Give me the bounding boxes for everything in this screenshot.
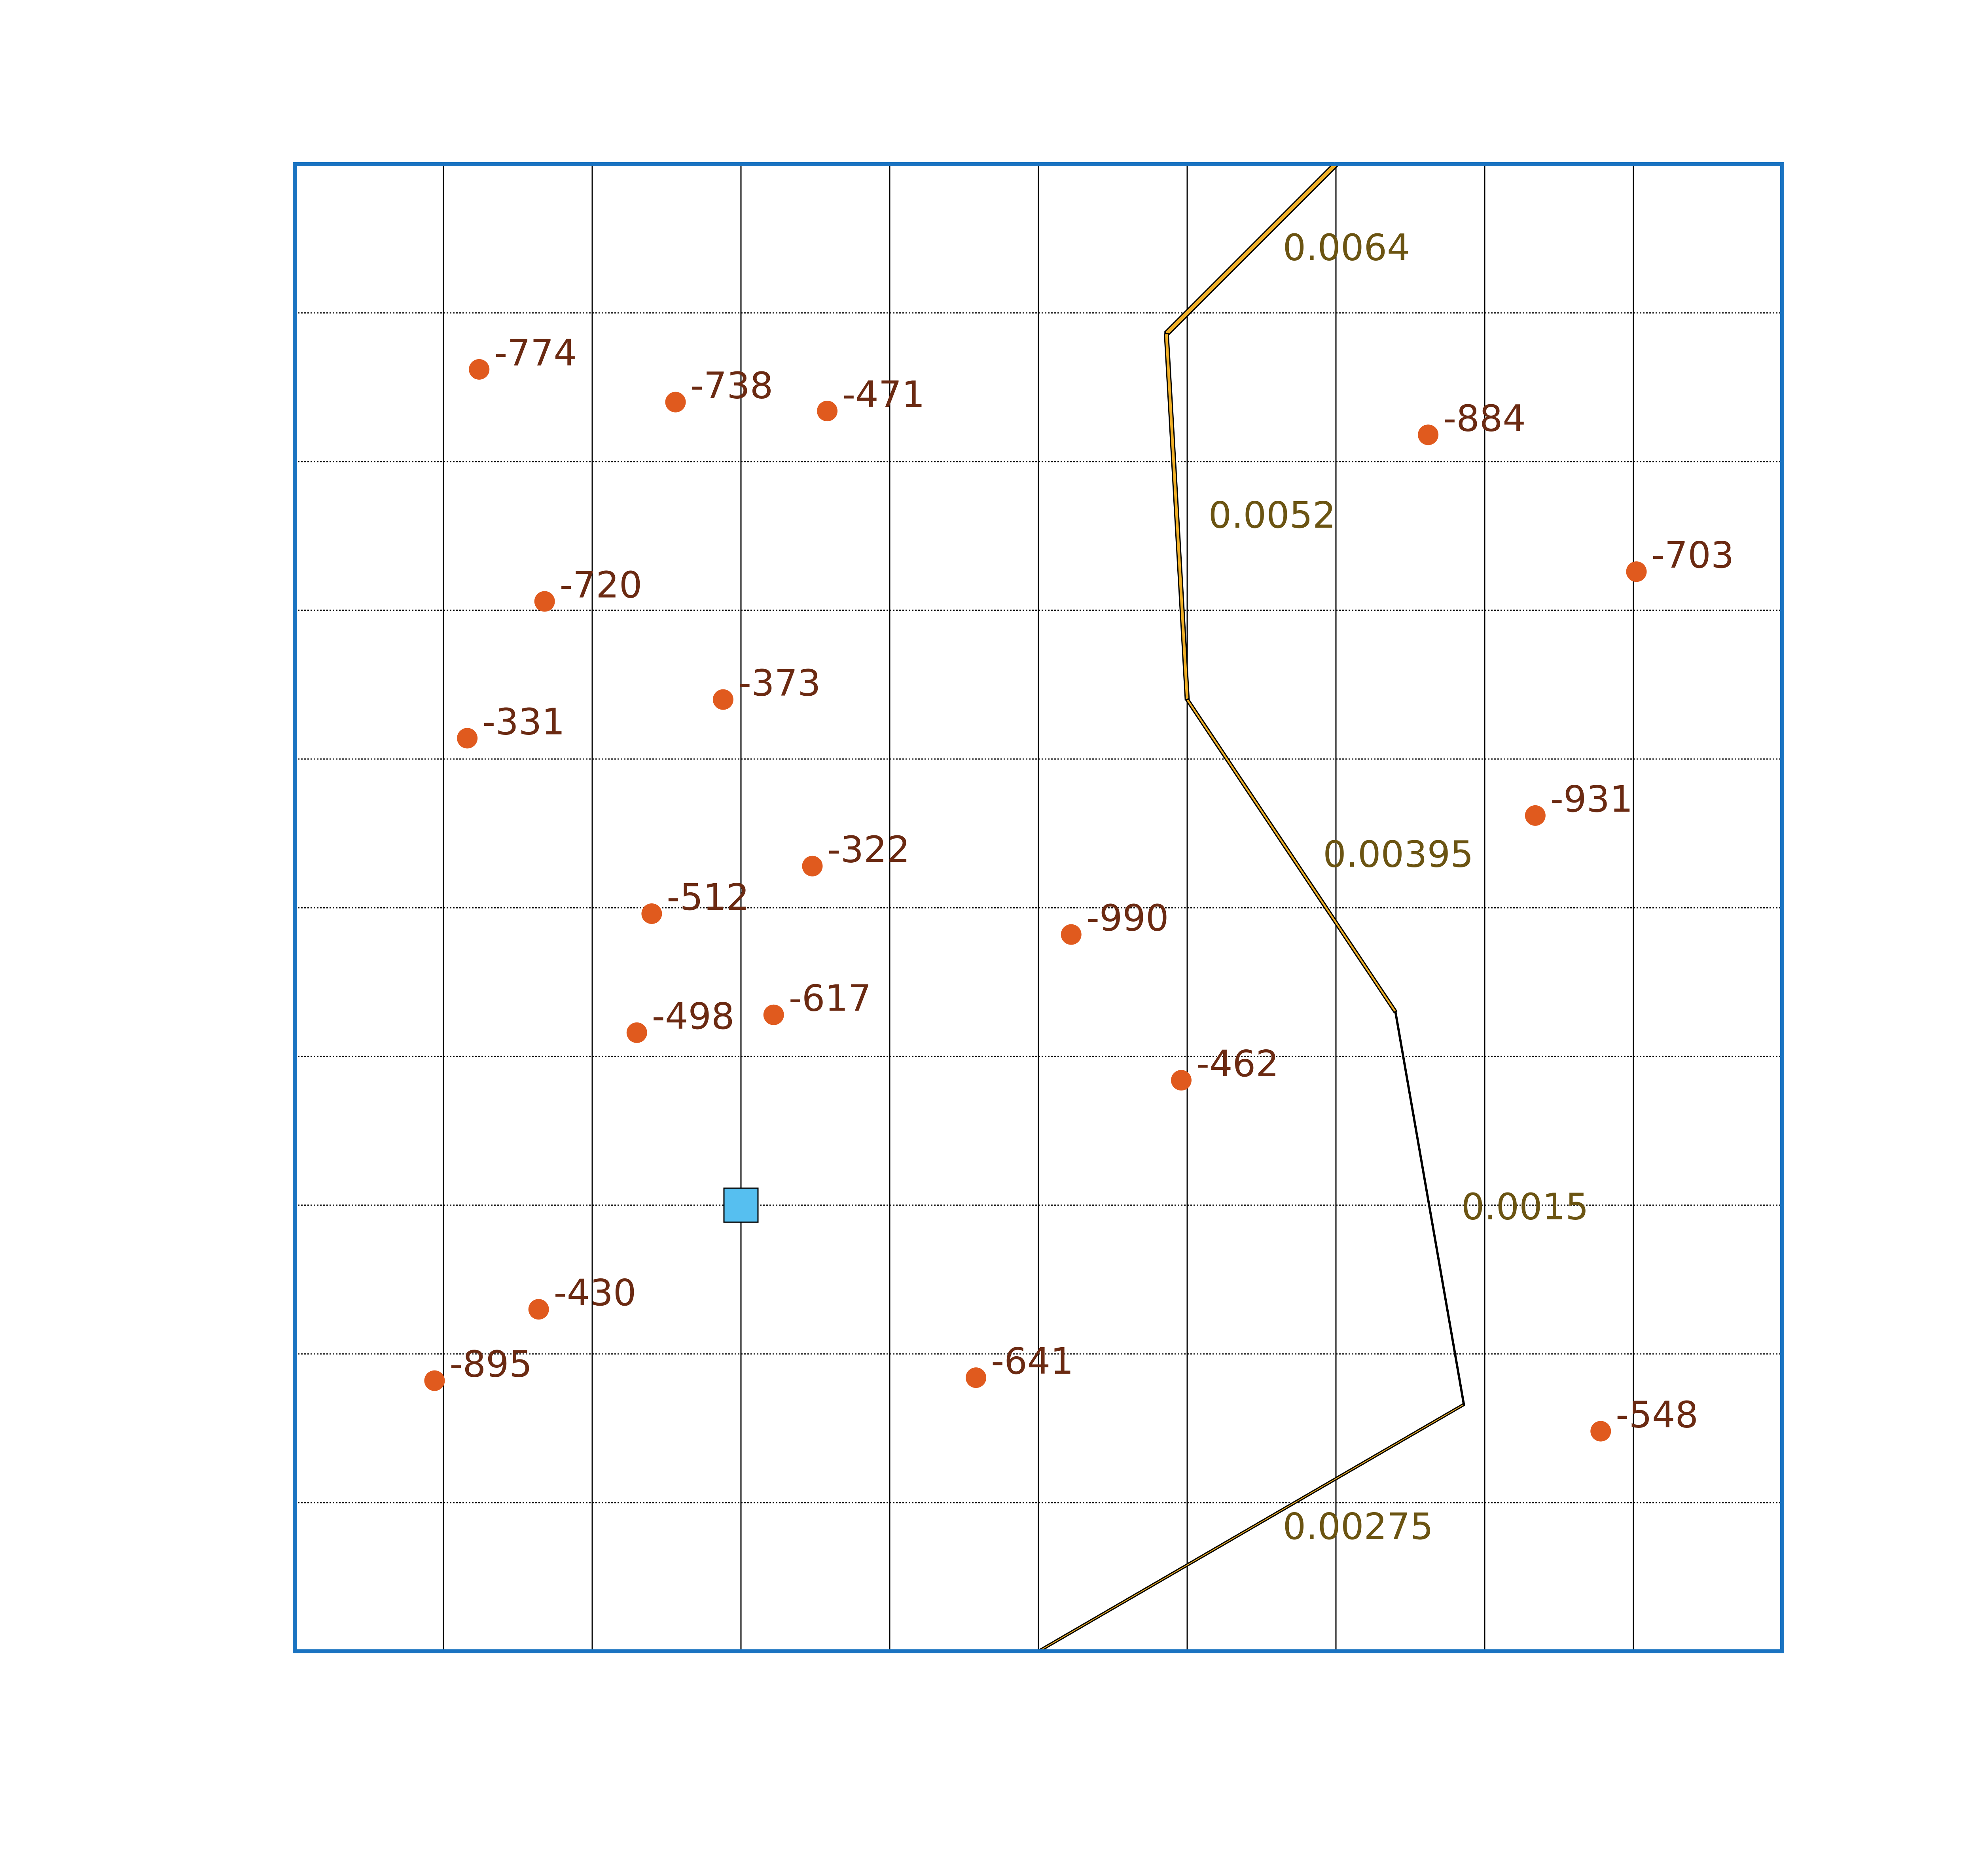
data-point-label: -990 [1086, 897, 1169, 939]
data-point-label: -884 [1443, 397, 1526, 439]
data-point [665, 392, 686, 413]
path-segment-label: 0.00395 [1323, 833, 1473, 875]
grid [295, 164, 1782, 1651]
data-point [1590, 1421, 1611, 1442]
data-point [1061, 924, 1082, 945]
data-point-label: -895 [449, 1343, 532, 1386]
data-point [802, 856, 823, 876]
path-segment-label: 0.0015 [1461, 1186, 1589, 1228]
data-point [534, 591, 555, 612]
data-point-label: -931 [1550, 778, 1633, 820]
data-point [528, 1299, 549, 1320]
plot-frame [293, 162, 1784, 1653]
data-point-label: -738 [691, 365, 773, 407]
data-point-label: -498 [652, 995, 735, 1037]
path-segment [1185, 698, 1398, 1014]
data-point [1626, 561, 1647, 582]
polyline-path: 0.0064 0.0052 0.00395 0.0015 0.00275 [1037, 161, 1589, 1653]
data-point-label: -322 [827, 829, 910, 871]
marker-layer [723, 1187, 759, 1223]
data-point [469, 359, 490, 380]
data-point-label: -471 [842, 373, 925, 416]
data-point [1418, 424, 1439, 445]
data-point [763, 1004, 784, 1025]
data-point [641, 903, 662, 924]
data-point [424, 1370, 445, 1391]
square-marker [723, 1187, 759, 1223]
data-point-label: -548 [1616, 1394, 1698, 1436]
data-point-label: -641 [991, 1340, 1074, 1382]
data-point-label: -430 [554, 1272, 637, 1314]
data-point [817, 401, 838, 422]
path-segment-label: 0.0052 [1209, 494, 1336, 536]
data-point [966, 1367, 987, 1388]
data-point-label: -703 [1652, 534, 1734, 576]
data-point-label: -512 [667, 876, 749, 918]
data-point-label: -331 [482, 700, 565, 743]
data-point [1525, 805, 1546, 826]
data-point-label: -720 [560, 564, 642, 606]
data-point [1171, 1070, 1192, 1091]
data-point [626, 1022, 647, 1043]
path-segment [1163, 333, 1190, 700]
path-segment-label: 0.0064 [1283, 226, 1410, 269]
data-point [457, 728, 478, 749]
data-point-label: -373 [738, 662, 821, 704]
path-segment [1394, 1011, 1465, 1405]
path-segment-label: 0.00275 [1283, 1505, 1433, 1548]
data-points: -774 -738 -471 -884 -703 -720 -373 -331 -931 -322… [424, 332, 1734, 1442]
data-point-label: -774 [494, 332, 577, 374]
data-point-label: -617 [789, 977, 872, 1020]
data-point [712, 689, 733, 710]
data-point-label: -462 [1196, 1043, 1279, 1085]
